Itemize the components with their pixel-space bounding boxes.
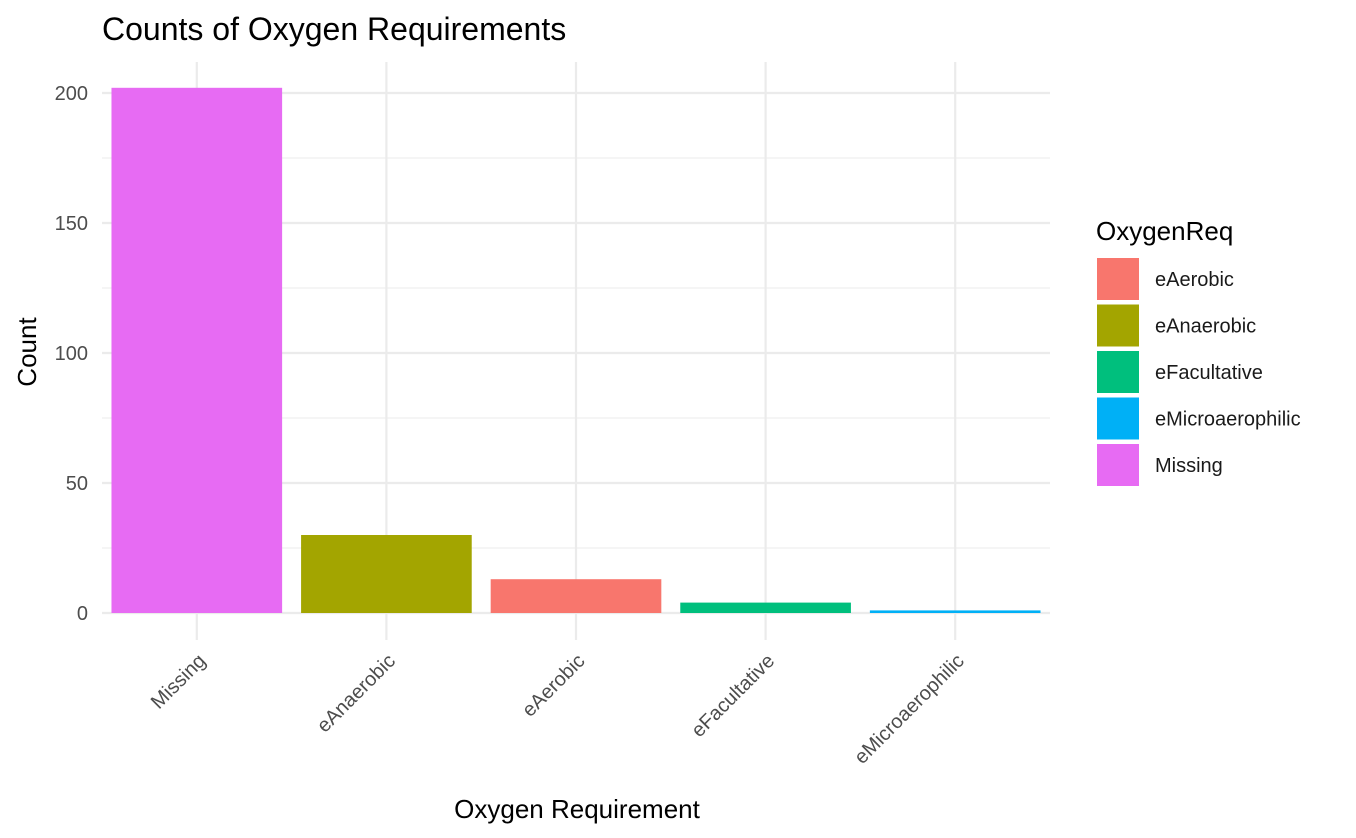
legend-key — [1097, 444, 1139, 486]
legend-key — [1097, 351, 1139, 393]
bar-eanaerobic — [301, 535, 472, 613]
y-tick-label: 0 — [77, 603, 88, 625]
x-tick-label: eMicroaerophilic — [850, 650, 969, 769]
bar-emicroaerophilic — [869, 610, 1041, 613]
legend-label: eAerobic — [1155, 269, 1234, 291]
legend-key — [1097, 397, 1139, 440]
legend-label: eMicroaerophilic — [1155, 409, 1301, 431]
bar-efacultative — [680, 602, 851, 613]
x-tick-label: eFacultative — [687, 650, 779, 742]
bars — [111, 87, 1041, 614]
y-axis-ticks: 0 50 100 150 200 — [55, 83, 88, 625]
legend-label: eAnaerobic — [1155, 316, 1256, 338]
y-tick-label: 150 — [55, 213, 88, 235]
y-tick-label: 100 — [55, 343, 88, 365]
bar-eaerobic — [490, 579, 662, 613]
x-tick-label: Missing — [147, 650, 210, 713]
legend-label: Missing — [1155, 455, 1223, 477]
x-axis-title: Oxygen Requirement — [454, 794, 700, 824]
y-tick-label: 200 — [55, 83, 88, 105]
legend-title: OxygenReq — [1096, 216, 1233, 246]
y-tick-label: 50 — [66, 473, 88, 495]
legend-label: eFacultative — [1155, 362, 1263, 384]
x-axis-ticks: Missing eAnaerobic eAerobic eFacultative eMi… — [147, 650, 969, 769]
legend: OxygenReq eAerobic eAnaerobic eFacultative… — [1096, 216, 1301, 486]
chart-title: Counts of Oxygen Requirements — [102, 11, 566, 47]
y-axis-title: Count — [12, 317, 42, 387]
legend-key — [1097, 258, 1139, 300]
bar-missing — [111, 87, 283, 614]
x-tick-label: eAerobic — [518, 650, 589, 721]
x-tick-label: eAnaerobic — [313, 650, 400, 737]
legend-items: eAerobic eAnaerobic eFacultative eMicroaero… — [1097, 258, 1301, 486]
legend-key — [1097, 304, 1139, 347]
